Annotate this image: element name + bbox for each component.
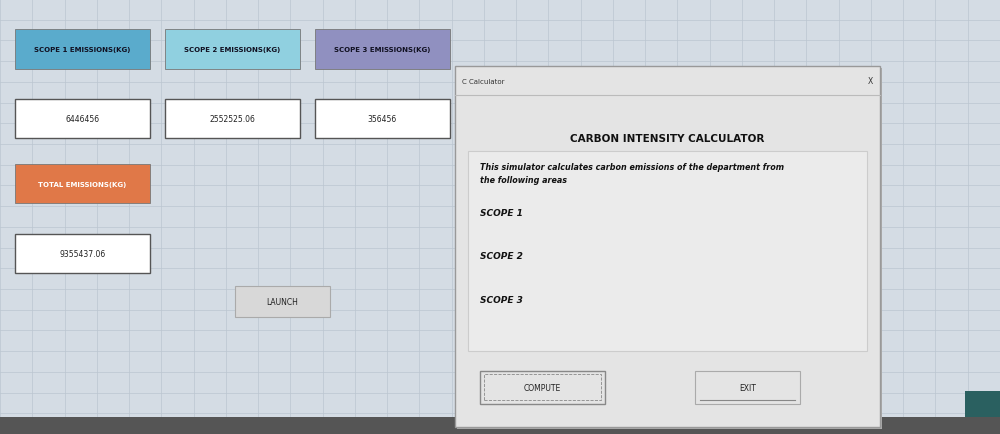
- Text: 6446456: 6446456: [65, 115, 100, 124]
- Text: 356456: 356456: [368, 115, 397, 124]
- FancyBboxPatch shape: [468, 152, 867, 352]
- Text: C Calculator: C Calculator: [462, 79, 505, 84]
- FancyBboxPatch shape: [315, 100, 450, 139]
- FancyBboxPatch shape: [15, 30, 150, 69]
- Text: SCOPE 3: SCOPE 3: [480, 295, 523, 304]
- FancyBboxPatch shape: [165, 30, 300, 69]
- FancyBboxPatch shape: [455, 67, 880, 427]
- Text: SCOPE 1 EMISSIONS(KG): SCOPE 1 EMISSIONS(KG): [34, 47, 131, 53]
- FancyBboxPatch shape: [965, 391, 1000, 418]
- FancyBboxPatch shape: [695, 371, 800, 404]
- FancyBboxPatch shape: [0, 418, 1000, 434]
- Text: This simulator calculates carbon emissions of the department from
the following : This simulator calculates carbon emissio…: [480, 163, 784, 184]
- Text: 2552525.06: 2552525.06: [210, 115, 255, 124]
- Text: X: X: [868, 77, 873, 86]
- Text: EXIT: EXIT: [739, 383, 756, 392]
- Text: TOTAL EMISSIONS(KG): TOTAL EMISSIONS(KG): [38, 181, 127, 187]
- FancyBboxPatch shape: [165, 100, 300, 139]
- Text: 9355437.06: 9355437.06: [59, 250, 106, 258]
- FancyBboxPatch shape: [457, 69, 882, 429]
- Text: SCOPE 2 EMISSIONS(KG): SCOPE 2 EMISSIONS(KG): [184, 47, 281, 53]
- Text: LAUNCH: LAUNCH: [267, 297, 298, 306]
- Text: SCOPE 3 EMISSIONS(KG): SCOPE 3 EMISSIONS(KG): [334, 47, 431, 53]
- FancyBboxPatch shape: [235, 286, 330, 317]
- FancyBboxPatch shape: [315, 30, 450, 69]
- FancyBboxPatch shape: [15, 100, 150, 139]
- Text: CARBON INTENSITY CALCULATOR: CARBON INTENSITY CALCULATOR: [570, 134, 765, 144]
- Text: SCOPE 2: SCOPE 2: [480, 252, 523, 260]
- Text: COMPUTE: COMPUTE: [524, 383, 561, 392]
- FancyBboxPatch shape: [15, 234, 150, 273]
- FancyBboxPatch shape: [15, 165, 150, 204]
- FancyBboxPatch shape: [480, 371, 605, 404]
- Text: SCOPE 1: SCOPE 1: [480, 208, 523, 217]
